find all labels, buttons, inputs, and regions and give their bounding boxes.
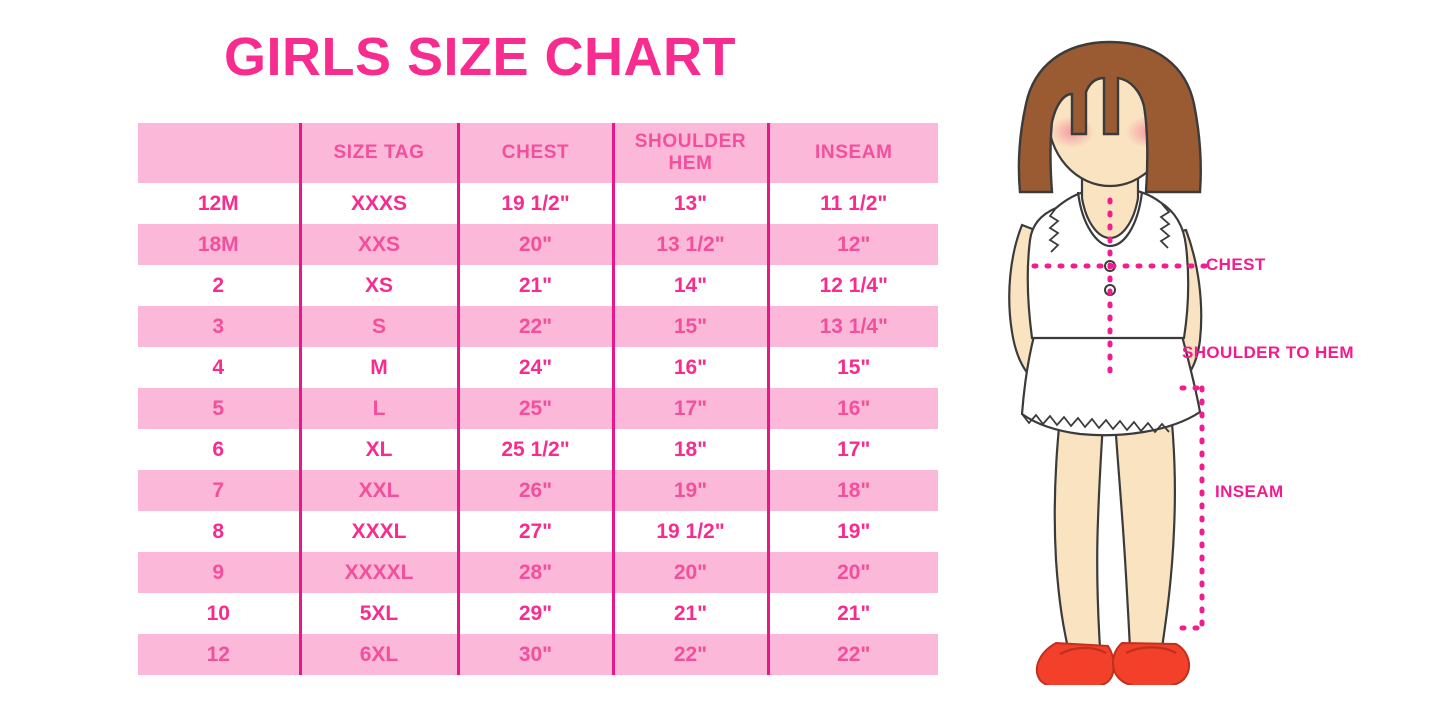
cell-chest: 25"	[458, 388, 615, 429]
cell-shoulder-hem: 15"	[613, 306, 770, 347]
cell-size: 6	[138, 429, 302, 470]
cell-chest: 20"	[458, 224, 615, 265]
table-body: 12M XXXS 19 1/2" 13" 11 1/2" 18M XXS 20" 13 1/2"…	[138, 183, 938, 675]
table-row: 12M XXXS 19 1/2" 13" 11 1/2"	[138, 183, 938, 224]
table-row: 5 L 25" 17" 16"	[138, 388, 938, 429]
cell-inseam: 12"	[768, 224, 938, 265]
cell-shoulder-hem: 16"	[613, 347, 770, 388]
table-row: 10 5XL 29" 21" 21"	[138, 593, 938, 634]
cell-shoulder-hem: 21"	[613, 593, 770, 634]
cell-inseam: 11 1/2"	[768, 183, 938, 224]
measurement-label-chest: CHEST	[1206, 255, 1266, 274]
girl-figure-illustration	[960, 40, 1445, 685]
page-title: GIRLS SIZE CHART	[223, 27, 736, 87]
cell-size: 9	[138, 552, 302, 593]
cell-shoulder-hem: 19"	[613, 470, 770, 511]
figure-legs	[1053, 368, 1176, 650]
cell-chest: 21"	[458, 265, 615, 306]
cell-size-tag: XS	[300, 265, 460, 306]
table-row: 6 XL 25 1/2" 18" 17"	[138, 429, 938, 470]
cell-size-tag: L	[300, 388, 460, 429]
cell-size-tag: S	[300, 306, 460, 347]
cell-size: 12M	[138, 183, 302, 224]
table-header-row: SIZE TAG CHEST SHOULDER HEM INSEAM	[138, 123, 938, 183]
cell-inseam: 22"	[768, 634, 938, 675]
cell-size-tag: 5XL	[300, 593, 460, 634]
cell-inseam: 16"	[768, 388, 938, 429]
measurement-label-inseam: INSEAM	[1215, 482, 1284, 501]
cell-shoulder-hem: 14"	[613, 265, 770, 306]
cell-inseam: 12 1/4"	[768, 265, 938, 306]
column-header-size	[138, 123, 302, 183]
cell-size-tag: XXL	[300, 470, 460, 511]
cell-size: 8	[138, 511, 302, 552]
cell-shoulder-hem: 13 1/2"	[613, 224, 770, 265]
cell-chest: 24"	[458, 347, 615, 388]
figure-head	[1017, 40, 1202, 194]
cell-size: 18M	[138, 224, 302, 265]
measurement-label-shoulder-to-hem: SHOULDER TO HEM	[1182, 343, 1354, 362]
cell-inseam: 13 1/4"	[768, 306, 938, 347]
column-header-inseam: INSEAM	[768, 123, 938, 183]
cell-inseam: 17"	[768, 429, 938, 470]
figure-shoes	[1035, 641, 1191, 685]
cell-chest: 25 1/2"	[458, 429, 615, 470]
cell-size-tag: XXXXL	[300, 552, 460, 593]
cell-inseam: 19"	[768, 511, 938, 552]
cell-size-tag: XXXL	[300, 511, 460, 552]
cell-size: 4	[138, 347, 302, 388]
column-header-shoulder-hem: SHOULDER HEM	[613, 123, 770, 183]
measurement-guides	[1031, 197, 1215, 631]
table-row: 8 XXXL 27" 19 1/2" 19"	[138, 511, 938, 552]
column-header-size-tag: SIZE TAG	[300, 123, 460, 183]
cell-inseam: 21"	[768, 593, 938, 634]
cell-size: 3	[138, 306, 302, 347]
table-row: 18M XXS 20" 13 1/2" 12"	[138, 224, 938, 265]
cell-shoulder-hem: 22"	[613, 634, 770, 675]
cell-size: 10	[138, 593, 302, 634]
table-header: SIZE TAG CHEST SHOULDER HEM INSEAM	[138, 123, 938, 183]
cell-chest: 19 1/2"	[458, 183, 615, 224]
cell-shoulder-hem: 19 1/2"	[613, 511, 770, 552]
figure-skirt	[1020, 334, 1202, 437]
table-row: 12 6XL 30" 22" 22"	[138, 634, 938, 675]
table-row: 7 XXL 26" 19" 18"	[138, 470, 938, 511]
cell-size-tag: M	[300, 347, 460, 388]
table-row: 2 XS 21" 14" 12 1/4"	[138, 265, 938, 306]
cell-size: 2	[138, 265, 302, 306]
cell-chest: 28"	[458, 552, 615, 593]
cell-size-tag: XXXS	[300, 183, 460, 224]
cell-size-tag: XXS	[300, 224, 460, 265]
cell-chest: 29"	[458, 593, 615, 634]
cell-chest: 27"	[458, 511, 615, 552]
size-chart-table-container: SIZE TAG CHEST SHOULDER HEM INSEAM 12M XX…	[138, 123, 938, 677]
cell-size-tag: XL	[300, 429, 460, 470]
table-row: 9 XXXXL 28" 20" 20"	[138, 552, 938, 593]
cell-chest: 30"	[458, 634, 615, 675]
cell-inseam: 18"	[768, 470, 938, 511]
size-chart-table: SIZE TAG CHEST SHOULDER HEM INSEAM 12M XX…	[138, 123, 938, 675]
cell-inseam: 20"	[768, 552, 938, 593]
cell-shoulder-hem: 17"	[613, 388, 770, 429]
cell-shoulder-hem: 13"	[613, 183, 770, 224]
cell-size: 5	[138, 388, 302, 429]
cell-shoulder-hem: 20"	[613, 552, 770, 593]
cell-size-tag: 6XL	[300, 634, 460, 675]
table-row: 3 S 22" 15" 13 1/4"	[138, 306, 938, 347]
cell-chest: 26"	[458, 470, 615, 511]
cell-size: 7	[138, 470, 302, 511]
table-row: 4 M 24" 16" 15"	[138, 347, 938, 388]
cell-inseam: 15"	[768, 347, 938, 388]
cell-shoulder-hem: 18"	[613, 429, 770, 470]
cell-size: 12	[138, 634, 302, 675]
cell-chest: 22"	[458, 306, 615, 347]
column-header-chest: CHEST	[458, 123, 615, 183]
